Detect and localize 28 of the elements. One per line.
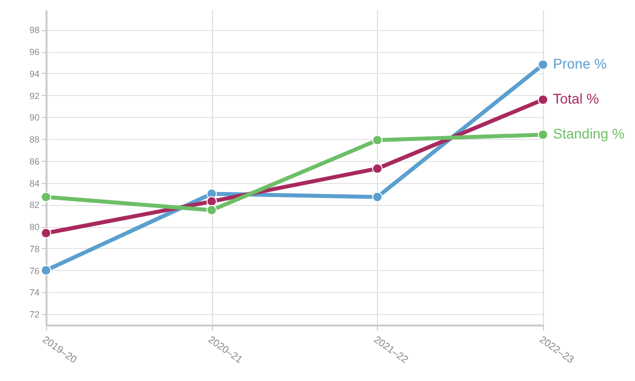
y-tick-label: 92 [29,90,40,101]
point [40,265,52,276]
y-tick-label: 84 [29,178,40,188]
point [372,192,383,202]
y-tick-label: 82 [29,200,40,210]
y-tick-label: 90 [29,112,40,123]
point [206,204,217,216]
point [372,134,383,146]
series-label: Prone % [553,56,607,72]
y-tick-label: 76 [29,266,40,276]
y-tick-label: 86 [29,156,40,166]
point [372,163,383,174]
y-tick-label: 80 [29,222,40,232]
y-tick-label: 74 [29,288,40,298]
series-label: Total % [553,90,599,107]
y-tick-label: 72 [29,310,40,320]
series-label: Standing % [553,126,625,142]
point [40,228,52,238]
y-tick-label: 88 [29,134,40,145]
point [206,196,217,207]
point [538,59,548,70]
point [538,129,548,140]
point [538,94,548,105]
y-tick-label: 94 [29,68,40,79]
y-tick-label: 78 [29,244,40,254]
y-tick-label: 96 [29,47,40,58]
point [40,192,52,202]
y-tick-label: 98 [29,25,40,36]
